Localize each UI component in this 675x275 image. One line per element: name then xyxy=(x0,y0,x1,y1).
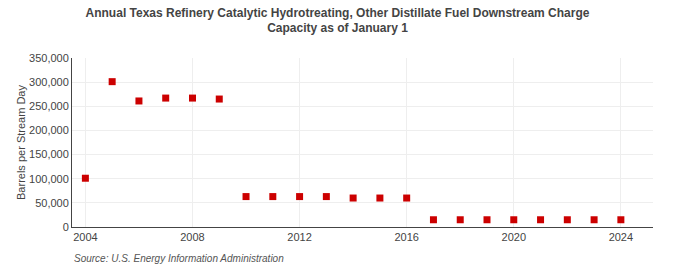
svg-text:2008: 2008 xyxy=(180,231,204,243)
svg-text:150,000: 150,000 xyxy=(29,148,69,160)
svg-text:2020: 2020 xyxy=(502,231,526,243)
svg-text:250,000: 250,000 xyxy=(29,100,69,112)
svg-text:300,000: 300,000 xyxy=(29,76,69,88)
svg-text:Annual Texas Refinery Catalyti: Annual Texas Refinery Catalytic Hydrotre… xyxy=(86,6,590,36)
svg-text:2004: 2004 xyxy=(73,231,97,243)
svg-text:50,000: 50,000 xyxy=(35,197,69,209)
svg-text:2016: 2016 xyxy=(394,231,418,243)
svg-text:2024: 2024 xyxy=(609,231,633,243)
svg-text:2012: 2012 xyxy=(287,231,311,243)
svg-text:Source: U.S. Energy Informatio: Source: U.S. Energy Information Administ… xyxy=(74,253,284,264)
svg-text:350,000: 350,000 xyxy=(29,52,69,64)
svg-text:100,000: 100,000 xyxy=(29,173,69,185)
svg-text:Barrels per Stream Day: Barrels per Stream Day xyxy=(15,85,27,200)
svg-text:200,000: 200,000 xyxy=(29,124,69,136)
svg-text:0: 0 xyxy=(63,221,69,233)
